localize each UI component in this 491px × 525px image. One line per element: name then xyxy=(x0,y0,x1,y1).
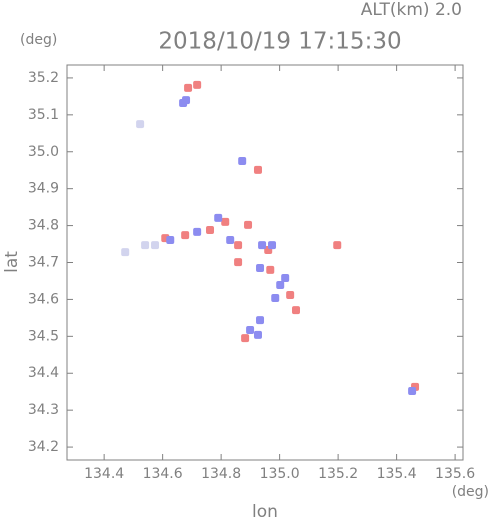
echo-point xyxy=(193,80,202,89)
y-tick-label: 34.8 xyxy=(28,218,59,234)
y-tick-label: 35.2 xyxy=(28,70,59,86)
echo-point xyxy=(271,293,280,302)
chart-subtitle: ALT(km) 2.0 xyxy=(361,0,462,20)
echo-point xyxy=(238,156,247,165)
echo-point xyxy=(281,274,290,283)
echo-point xyxy=(408,386,417,395)
x-tick-label: 135.6 xyxy=(435,466,475,482)
x-tick-label: 135.2 xyxy=(318,466,358,482)
echo-point xyxy=(246,326,255,335)
echo-point xyxy=(276,281,285,290)
echo-point xyxy=(166,235,175,244)
x-tick-label: 134.8 xyxy=(201,466,241,482)
echo-point xyxy=(221,217,230,226)
echo-point xyxy=(266,265,275,274)
y-tick-label: 34.5 xyxy=(28,328,59,344)
echo-point xyxy=(181,231,190,240)
y-tick-label: 35.0 xyxy=(28,144,59,160)
echo-point xyxy=(292,306,301,315)
echo-point xyxy=(256,264,265,273)
echo-point xyxy=(182,96,191,105)
echo-point xyxy=(193,227,202,236)
echo-point xyxy=(214,213,223,222)
y-tick-label: 34.3 xyxy=(28,402,59,418)
echo-point xyxy=(136,120,145,129)
x-tick-label: 135.4 xyxy=(377,466,417,482)
y-unit: (deg) xyxy=(20,32,57,48)
x-tick-label: 134.6 xyxy=(143,466,183,482)
echo-point xyxy=(333,241,342,250)
y-tick-label: 34.4 xyxy=(28,365,59,381)
echo-point xyxy=(234,258,243,267)
echo-point xyxy=(206,226,215,235)
echo-point xyxy=(121,248,130,257)
x-tick-label: 134.4 xyxy=(84,466,124,482)
x-unit: (deg) xyxy=(452,484,489,500)
echo-point xyxy=(151,241,160,250)
echo-point xyxy=(141,241,150,250)
y-axis-label: lat xyxy=(2,251,22,273)
y-tick-label: 35.1 xyxy=(28,107,59,123)
echo-point xyxy=(286,290,295,299)
echo-point xyxy=(234,241,243,250)
echo-point xyxy=(253,330,262,339)
echo-point xyxy=(253,165,262,174)
y-tick-label: 34.6 xyxy=(28,291,59,307)
y-tick-label: 34.2 xyxy=(28,439,59,455)
chart-title: 2018/10/19 17:15:30 xyxy=(158,29,401,55)
x-tick-label: 135.0 xyxy=(260,466,300,482)
echo-point xyxy=(268,241,277,250)
x-axis-label: lon xyxy=(252,502,278,521)
y-tick-label: 34.7 xyxy=(28,255,59,271)
plot-frame xyxy=(66,64,464,461)
echo-point xyxy=(184,83,193,92)
echo-point xyxy=(244,220,253,229)
echo-point xyxy=(241,334,250,343)
echo-point xyxy=(258,241,267,250)
y-tick-label: 34.9 xyxy=(28,181,59,197)
echo-point xyxy=(256,316,265,325)
echo-point xyxy=(226,235,235,244)
